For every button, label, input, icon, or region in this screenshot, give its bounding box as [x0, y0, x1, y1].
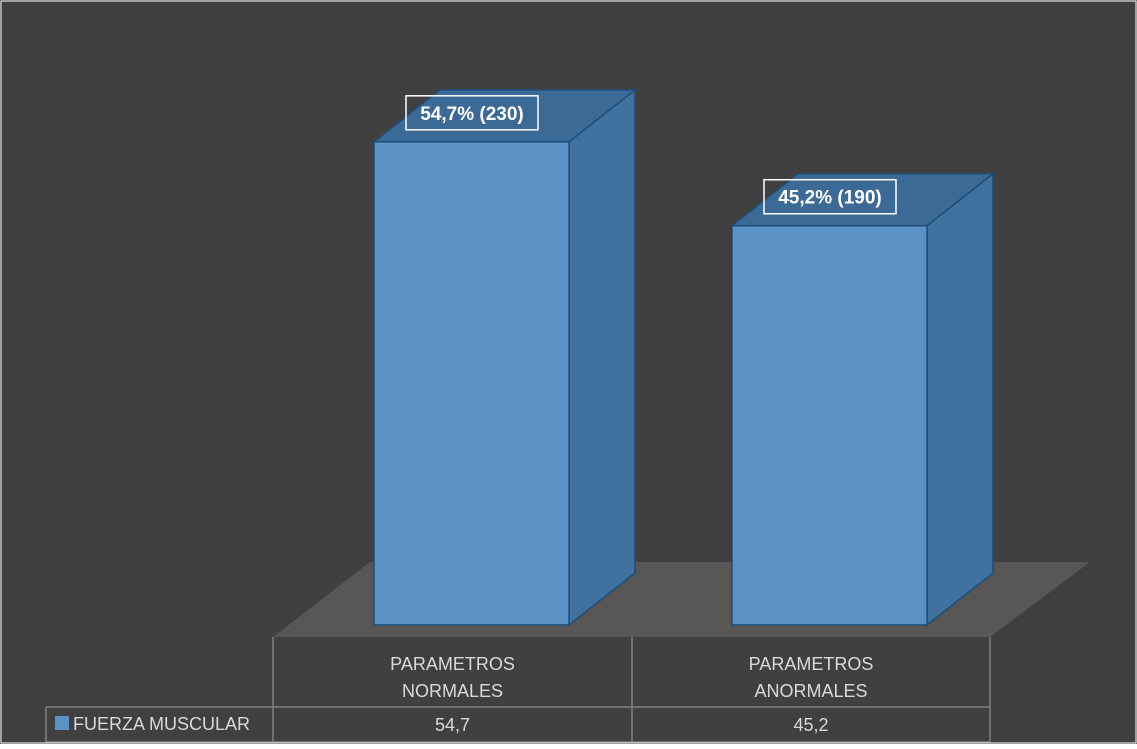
data-label-box [405, 95, 539, 131]
data-label: 54,7% (230) [420, 104, 524, 125]
data-table: PARAMETROS NORMALES PARAMETROS ANORMALES FUE… [45, 637, 991, 743]
table-value: 54,7 [435, 715, 470, 735]
data-label: 45,2% (190) [778, 188, 882, 209]
category-label: PARAMETROS [390, 654, 515, 674]
bar-side [926, 172, 994, 627]
bar: 54,7% (230) [371, 88, 638, 627]
category-label: ANORMALES [754, 681, 867, 701]
series-name: FUERZA MUSCULAR [73, 714, 250, 734]
bar-front [731, 224, 928, 626]
bar: 45,2% (190) [729, 172, 996, 627]
legend-key [55, 716, 69, 730]
bars-layer: 54,7% (230) 45,2% (190) [371, 88, 996, 627]
table-value: 45,2 [793, 715, 828, 735]
data-label-box [763, 178, 897, 215]
category-label: NORMALES [402, 681, 503, 701]
category-label: PARAMETROS [749, 654, 874, 674]
bar-side [568, 88, 636, 627]
bar-front [373, 141, 570, 626]
